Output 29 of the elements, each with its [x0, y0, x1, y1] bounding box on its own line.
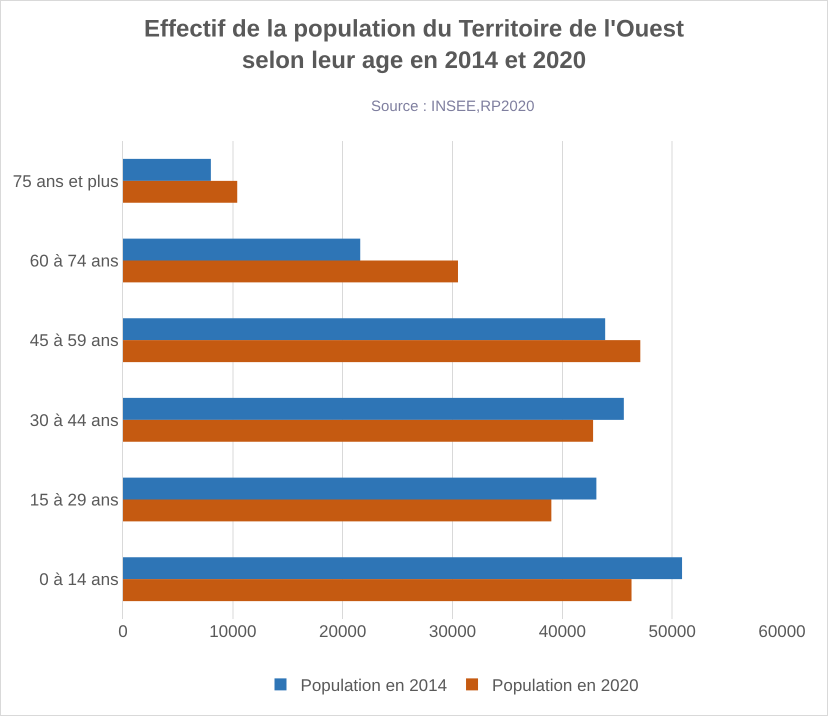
- y-tick-label: 45 à 59 ans: [30, 331, 119, 350]
- x-tick-label: 30000: [428, 622, 476, 641]
- bar: [123, 579, 632, 602]
- x-tick-label: 20000: [319, 622, 366, 641]
- x-tick-label: 10000: [209, 622, 256, 641]
- bar: [123, 180, 238, 203]
- bar: [123, 340, 640, 362]
- bar: [123, 238, 360, 260]
- legend-label: Population en 2014: [300, 676, 448, 695]
- y-tick-label: 30 à 44 ans: [30, 410, 119, 430]
- chart-subtitle: Source : INSEE,RP2020: [371, 98, 534, 115]
- y-tick-label: 75 ans et plus: [12, 172, 119, 191]
- bar: [123, 557, 682, 580]
- legend-label: Population en 2020: [492, 676, 639, 695]
- bar: [123, 420, 594, 442]
- y-tick-label: 0 à 14 ans: [39, 570, 119, 590]
- bar: [123, 398, 624, 420]
- x-tick-label: 40000: [538, 622, 586, 641]
- chart-title: Effectif de la population du Territoire de l'Ouest selon leur age en 2014 et 2020: [144, 16, 684, 74]
- bar: [123, 318, 606, 340]
- bar: [123, 260, 458, 282]
- y-tick-label: 15 à 29 ans: [30, 490, 119, 510]
- bar: [123, 158, 211, 181]
- x-tick-label: 0: [118, 622, 128, 641]
- bar: [123, 500, 552, 522]
- x-tick-label: 50000: [648, 622, 696, 641]
- bar: [123, 478, 596, 500]
- x-tick-label: 60000: [758, 622, 806, 641]
- y-tick-label: 60 à 74 ans: [30, 251, 119, 270]
